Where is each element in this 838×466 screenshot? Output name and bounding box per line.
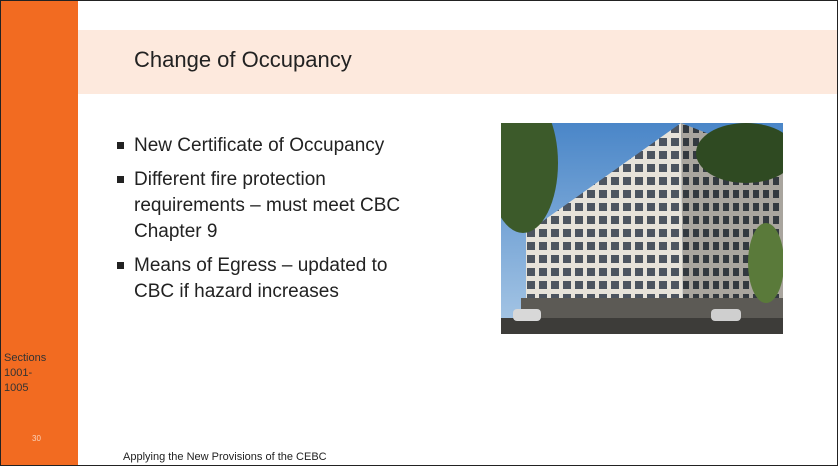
footer: Applying the New Provisions of the CEBC [123,451,327,463]
sidebar-note-line: Sections [4,351,46,366]
slide-number: 30 [32,434,41,443]
slide: Change of Occupancy New Certificate of O… [0,0,838,466]
bullet-line: New Certificate of Occupancy [134,133,400,159]
bullet-list: New Certificate of Occupancy Different fi… [117,133,400,313]
sidebar-note-line: 1005 [4,381,46,396]
bullet-line: CBC if hazard increases [134,279,400,305]
bullet-line: Means of Egress – updated to [134,253,400,279]
bullet-line: Chapter 9 [134,219,400,245]
bullet-line: requirements – must meet CBC [134,193,400,219]
bullet-line: Different fire protection [134,167,400,193]
bullet-item: New Certificate of Occupancy [117,133,400,159]
building-photo [501,123,783,334]
sidebar-note-line: 1001- [4,366,46,381]
slide-title: Change of Occupancy [134,47,352,73]
